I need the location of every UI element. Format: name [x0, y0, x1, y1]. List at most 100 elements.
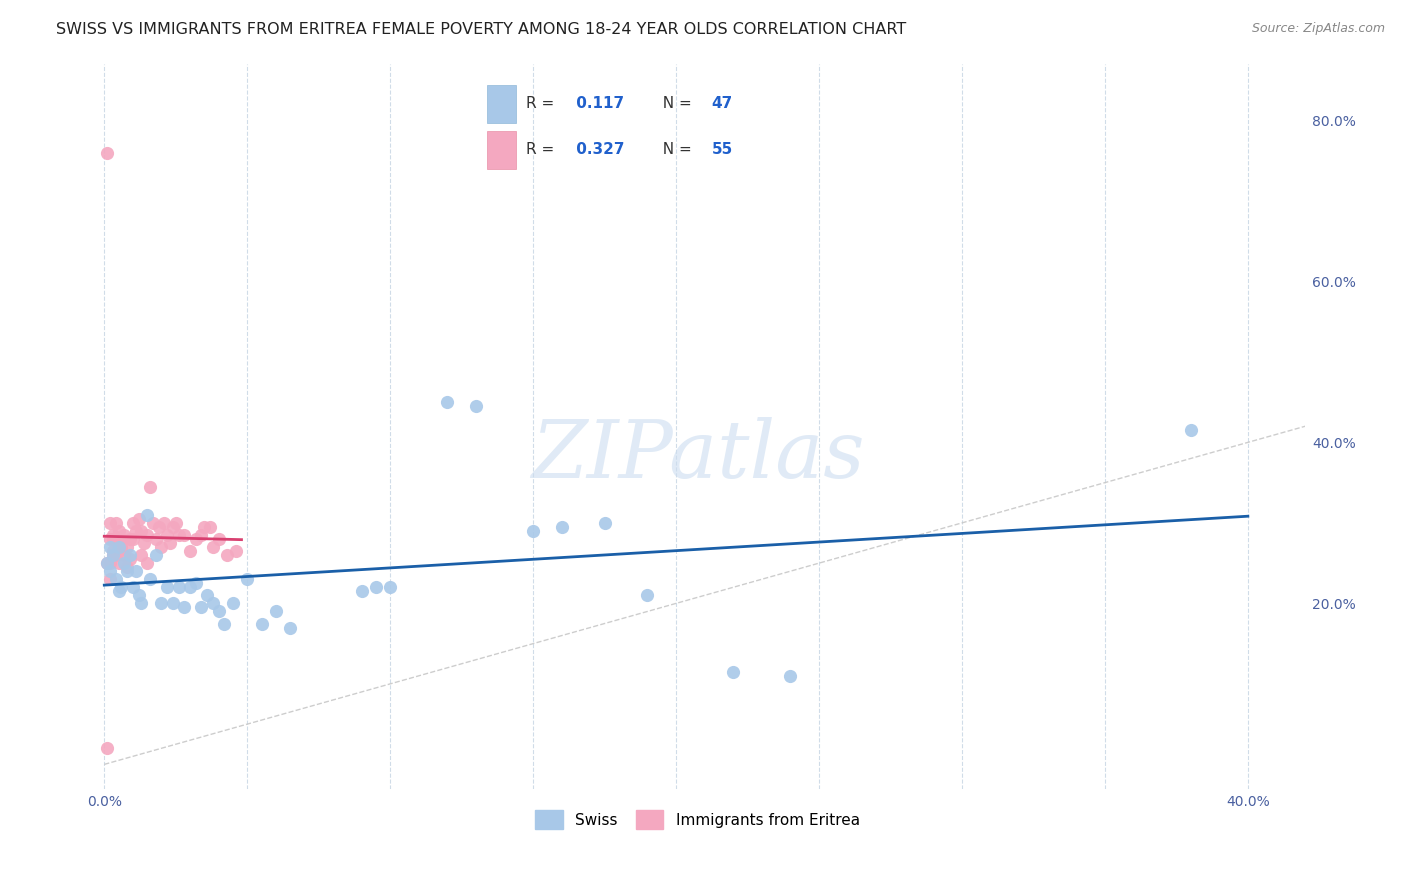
Point	[162, 596, 184, 610]
Point	[167, 528, 190, 542]
Point	[139, 480, 162, 494]
Point	[173, 600, 195, 615]
Point	[198, 520, 221, 534]
Point	[115, 540, 138, 554]
Point	[723, 665, 745, 679]
Point	[110, 532, 132, 546]
Point	[131, 548, 153, 562]
Point	[121, 532, 143, 546]
Point	[118, 548, 141, 562]
Point	[112, 548, 135, 562]
Point	[101, 544, 124, 558]
Point	[190, 600, 212, 615]
Point	[136, 528, 159, 542]
Point	[118, 552, 141, 566]
Point	[128, 512, 150, 526]
Point	[128, 588, 150, 602]
Point	[96, 556, 118, 570]
Point	[98, 572, 121, 586]
Point	[153, 516, 176, 530]
Point	[107, 556, 129, 570]
Point	[250, 616, 273, 631]
Point	[136, 556, 159, 570]
Point	[136, 508, 159, 522]
Point	[179, 580, 201, 594]
Point	[193, 520, 215, 534]
Point	[190, 528, 212, 542]
Point	[101, 548, 124, 562]
Point	[139, 572, 162, 586]
Point	[112, 528, 135, 542]
Point	[104, 516, 127, 530]
Point	[173, 528, 195, 542]
Point	[121, 516, 143, 530]
Point	[98, 564, 121, 578]
Point	[184, 576, 207, 591]
Point	[150, 596, 173, 610]
Point	[134, 536, 156, 550]
Point	[107, 540, 129, 554]
Point	[101, 548, 124, 562]
Point	[96, 556, 118, 570]
Point	[101, 528, 124, 542]
Point	[201, 540, 224, 554]
Point	[522, 524, 544, 538]
Point	[225, 544, 247, 558]
Point	[110, 540, 132, 554]
Point	[115, 564, 138, 578]
Point	[101, 532, 124, 546]
Point	[98, 540, 121, 554]
Point	[156, 580, 179, 594]
Point	[465, 399, 488, 413]
Point	[104, 532, 127, 546]
Point	[98, 516, 121, 530]
Point	[125, 524, 148, 538]
Legend: Swiss, Immigrants from Eritrea: Swiss, Immigrants from Eritrea	[529, 805, 866, 835]
Point	[121, 580, 143, 594]
Point	[150, 540, 173, 554]
Point	[98, 532, 121, 546]
Point	[593, 516, 616, 530]
Point	[1180, 423, 1202, 437]
Text: SWISS VS IMMIGRANTS FROM ERITREA FEMALE POVERTY AMONG 18-24 YEAR OLDS CORRELATIO: SWISS VS IMMIGRANTS FROM ERITREA FEMALE …	[56, 22, 907, 37]
Point	[156, 528, 179, 542]
Point	[131, 524, 153, 538]
Point	[165, 516, 187, 530]
Point	[145, 532, 167, 546]
Point	[179, 544, 201, 558]
Point	[214, 616, 236, 631]
Point	[112, 556, 135, 570]
Point	[364, 580, 387, 594]
Text: Source: ZipAtlas.com: Source: ZipAtlas.com	[1251, 22, 1385, 36]
Point	[551, 520, 574, 534]
Point	[107, 524, 129, 538]
Point	[162, 520, 184, 534]
Point	[131, 596, 153, 610]
Point	[115, 560, 138, 574]
Point	[436, 395, 458, 409]
Point	[207, 604, 229, 618]
Point	[217, 548, 239, 562]
Point	[142, 516, 165, 530]
Point	[125, 564, 148, 578]
Point	[98, 556, 121, 570]
Point	[104, 572, 127, 586]
Point	[201, 596, 224, 610]
Point	[148, 520, 170, 534]
Point	[236, 572, 259, 586]
Point	[167, 580, 190, 594]
Point	[380, 580, 402, 594]
Point	[159, 536, 181, 550]
Point	[184, 532, 207, 546]
Point	[195, 588, 218, 602]
Point	[207, 532, 229, 546]
Point	[222, 596, 245, 610]
Point	[118, 532, 141, 546]
Point	[96, 145, 118, 160]
Point	[145, 548, 167, 562]
Text: ZIPatlas: ZIPatlas	[530, 417, 865, 494]
Point	[96, 741, 118, 756]
Point	[278, 621, 301, 635]
Point	[637, 588, 659, 602]
Point	[110, 580, 132, 594]
